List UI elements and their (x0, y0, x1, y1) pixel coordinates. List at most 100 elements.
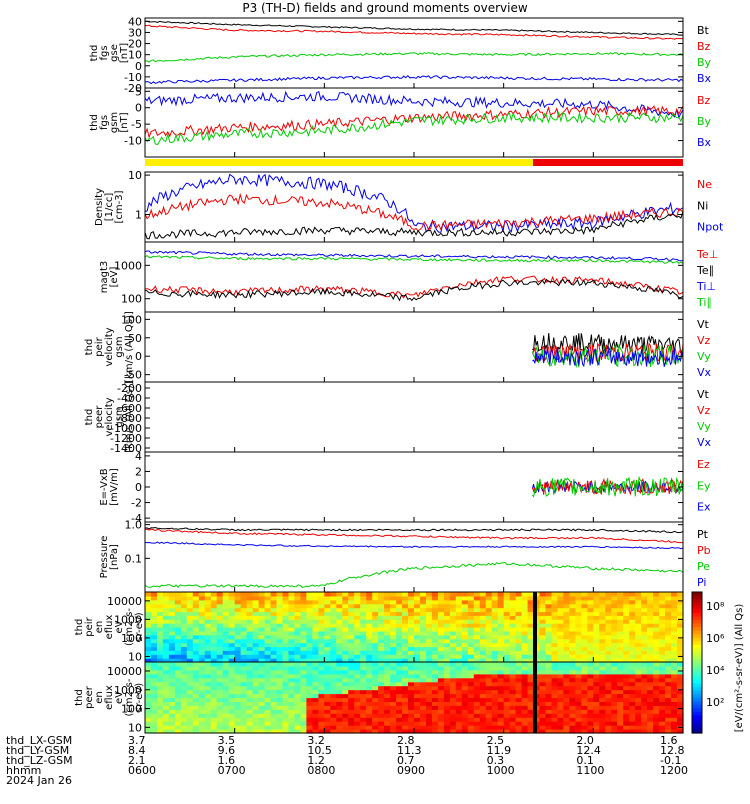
legend-entry: Pe (697, 560, 710, 573)
footer-value: 0.7 (397, 754, 415, 767)
y-tick-label: 10 (128, 650, 142, 663)
y-axis-label: magt3 (99, 261, 110, 294)
panel-pressure: 1.0 0.1 Pressure [nPa] Pt Pb Pe Pi (99, 519, 711, 593)
y-axis-label: thd (84, 339, 95, 356)
legend-entry: Te∥ (696, 264, 714, 277)
y-axis-label: Pressure (99, 536, 110, 579)
y-axis-label: thd (84, 409, 95, 426)
legend-entry: Vt (697, 318, 710, 331)
series-line (144, 561, 684, 589)
panel-frame (144, 381, 684, 453)
page-title: P3 (TH-D) fields and ground moments over… (242, 1, 527, 15)
panel-peer_spec: 10000 1000 100 10 thd peer en eflux eV (cm2-s-sr-… (74, 661, 684, 734)
footer-row-label: thd_LZ-GSM (6, 754, 73, 767)
legend-entry: Vy (697, 350, 711, 363)
y-tick-label: -600 (117, 402, 142, 415)
y-tick-label: -20 (124, 82, 142, 95)
footer-value: 0700 (218, 764, 246, 777)
legend-entry: Te⊥ (696, 248, 718, 261)
footer-value: 9.6 (218, 744, 236, 757)
y-tick-label: 0 (135, 481, 142, 494)
footer-value: 0.1 (576, 754, 594, 767)
y-axis-label: gsm (109, 112, 120, 133)
y-axis-label: [1/cc] (104, 193, 115, 222)
y-tick-label: -800 (117, 412, 142, 425)
y-tick-label: -1400 (110, 442, 142, 455)
series-line (144, 211, 684, 240)
region-bar-red (533, 159, 683, 166)
y-tick-label: 20 (128, 38, 142, 51)
footer-value: 3.2 (307, 734, 325, 747)
footer-value: 1100 (576, 764, 604, 777)
y-axis-label: thd (89, 114, 100, 131)
series-line (532, 333, 684, 354)
footer-value: 2.0 (576, 734, 594, 747)
y-axis-label: fgs (99, 45, 110, 60)
y-axis-label: (cm2-s- (124, 678, 135, 716)
data-gap (533, 592, 537, 662)
footer-value: 0.3 (487, 754, 505, 767)
y-tick-label: 1.0 (125, 519, 143, 532)
series-line (144, 192, 684, 232)
y-axis-label: gsm (114, 336, 125, 357)
y-tick-label: 0 (135, 60, 142, 73)
series-line (144, 173, 684, 233)
y-tick-label: -2 (131, 497, 142, 510)
legend-entry: By (697, 56, 712, 69)
colorbar-tick-label: 10⁴ (706, 664, 725, 677)
legend-entry: Pi (697, 576, 706, 589)
y-axis-label: peer (94, 405, 105, 429)
y-tick-label: -10 (124, 71, 142, 84)
y-tick-label: 100 (121, 703, 142, 716)
y-tick-label: 5 (135, 85, 142, 98)
series-line (531, 343, 684, 369)
series-line (532, 475, 684, 498)
legend-entry: Vz (697, 334, 711, 347)
panel-temp: 1000 100 magt3 [eV] Te⊥ Te∥ Ti⊥ Ti∥ (99, 241, 718, 313)
legend-entry: Ez (697, 458, 710, 471)
series-line (144, 24, 684, 40)
series-line (144, 278, 684, 302)
y-axis-label: velocity (104, 397, 115, 436)
legend-entry: Bt (697, 24, 710, 37)
footer-value: 11.3 (397, 744, 422, 757)
footer-value: 12.8 (660, 744, 685, 757)
legend-entry: Bx (697, 136, 712, 149)
y-tick-label: 10 (128, 721, 142, 734)
y-tick-label: -10 (124, 135, 142, 148)
colorbar: 10⁸ 10⁶ 10⁴ 10² [eV/(cm²-s-sr-eV)] (All Qs) (691, 591, 745, 734)
footer: thd_LX-GSM 3.7 3.5 3.2 2.8 2.5 2.0 1.6 thd_LY-GS… (6, 734, 688, 787)
footer-value: 8.4 (128, 744, 146, 757)
legend-entry: Vz (697, 404, 711, 417)
y-tick-label: 10 (128, 49, 142, 62)
footer-value: 1200 (660, 764, 688, 777)
panel-frame (144, 87, 684, 158)
footer-value: 10.5 (307, 744, 332, 757)
y-axis-label: peir (84, 616, 95, 636)
footer-row-label: hhmm (6, 764, 41, 777)
y-tick-label: 0 (135, 350, 142, 363)
series-line (532, 345, 684, 368)
y-tick-label: -4 (131, 512, 142, 525)
colorbar-tick-label: 10² (706, 696, 724, 709)
y-axis-label: en (94, 621, 105, 634)
y-tick-label: 10 (128, 169, 142, 182)
y-tick-label: -5 (131, 118, 142, 131)
legend-entry: Bz (697, 94, 711, 107)
series-line (144, 74, 684, 85)
y-axis-label: thd (74, 689, 85, 706)
y-axis-label: sr-eV) (134, 683, 145, 712)
legend-entry: Pt (697, 528, 709, 541)
footer-value: 2.1 (128, 754, 146, 767)
y-axis-label: [km/s (All Qs)] (124, 381, 135, 453)
region-bar (145, 159, 683, 166)
y-axis-label: peir (94, 336, 105, 356)
footer-value: 1.6 (660, 734, 678, 747)
series-line (144, 90, 684, 120)
footer-value: 11.9 (487, 744, 512, 757)
y-tick-label: 2 (135, 465, 142, 478)
series-line (144, 526, 684, 534)
footer-value: 0800 (307, 764, 335, 777)
